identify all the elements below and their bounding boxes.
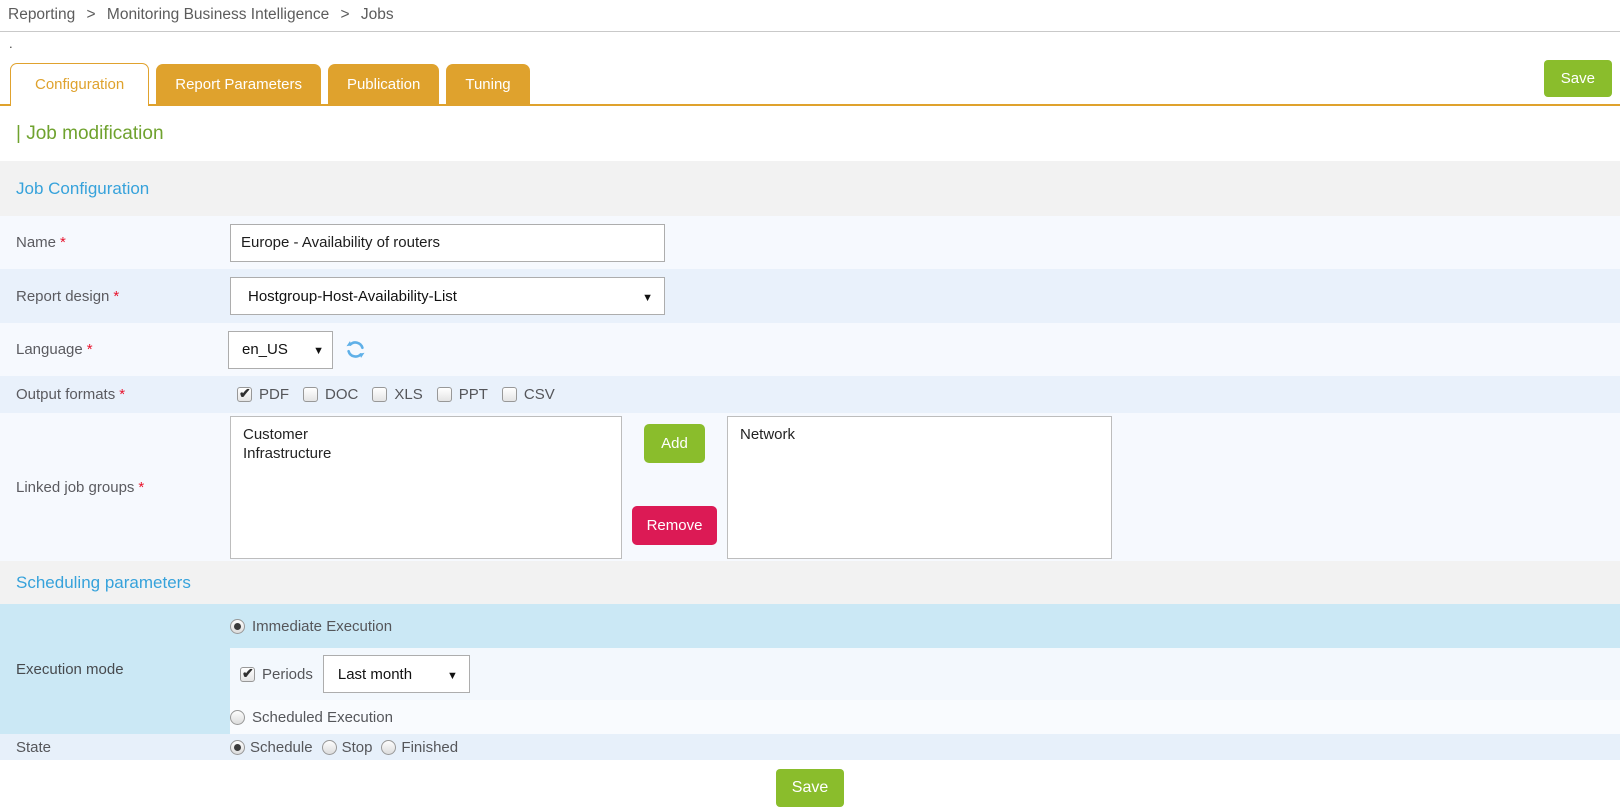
radio-icon[interactable] bbox=[230, 739, 245, 755]
breadcrumb-item-mbi[interactable]: Monitoring Business Intelligence bbox=[106, 6, 330, 23]
periods-option: Periods Last month bbox=[230, 648, 1620, 700]
report-design-selected-value: Hostgroup-Host-Availability-List bbox=[248, 287, 457, 305]
checkbox-icon[interactable] bbox=[372, 387, 388, 402]
radio-scheduled-execution[interactable]: Scheduled Execution bbox=[230, 709, 393, 726]
chevron-down-icon bbox=[313, 341, 332, 358]
linked-job-groups-row: Linked job groups * Customer Infrastructu… bbox=[0, 413, 1620, 561]
breadcrumb-separator: > bbox=[86, 6, 96, 23]
name-label: Name * bbox=[16, 234, 66, 251]
checkbox-doc[interactable]: DOC bbox=[303, 386, 358, 403]
save-button-top[interactable]: Save bbox=[1543, 60, 1612, 97]
radio-stop[interactable]: Stop bbox=[321, 739, 372, 756]
checkbox-pdf[interactable]: PDF bbox=[237, 385, 289, 403]
state-options: Schedule Stop Finished bbox=[230, 739, 458, 756]
breadcrumb-item-reporting[interactable]: Reporting bbox=[8, 6, 76, 23]
breadcrumb-item-jobs[interactable]: Jobs bbox=[360, 6, 394, 23]
tab-publication[interactable]: Publication bbox=[327, 64, 440, 104]
list-item[interactable]: Network bbox=[740, 425, 796, 443]
execution-mode-row: Execution mode Immediate Execution Perio… bbox=[0, 604, 1620, 734]
checkbox-periods[interactable]: Periods bbox=[240, 665, 313, 683]
immediate-execution-option: Immediate Execution bbox=[230, 604, 1620, 648]
list-item[interactable]: Infrastructure bbox=[243, 444, 332, 462]
report-design-row: Report design * Hostgroup-Host-Availabili… bbox=[0, 269, 1620, 323]
stray-dot: . bbox=[9, 36, 13, 51]
tab-report-parameters[interactable]: Report Parameters bbox=[156, 64, 321, 104]
save-button-bottom[interactable]: Save bbox=[775, 769, 845, 807]
radio-icon[interactable] bbox=[321, 739, 337, 755]
state-label: State bbox=[16, 738, 52, 756]
available-groups-listbox[interactable]: Customer Infrastructure bbox=[230, 415, 622, 559]
language-label: Language * bbox=[16, 341, 93, 358]
language-select[interactable]: en_US bbox=[228, 330, 333, 369]
remove-button[interactable]: Remove bbox=[631, 505, 718, 545]
checkbox-csv[interactable]: CSV bbox=[501, 386, 555, 403]
radio-immediate-execution[interactable]: Immediate Execution bbox=[230, 618, 392, 635]
tab-tuning[interactable]: Tuning bbox=[446, 64, 530, 104]
report-design-label: Report design * bbox=[16, 287, 120, 305]
required-asterisk: * bbox=[119, 386, 126, 403]
language-selected-value: en_US bbox=[242, 341, 288, 358]
refresh-icon bbox=[346, 341, 365, 358]
checkbox-xls[interactable]: XLS bbox=[372, 386, 423, 403]
radio-icon[interactable] bbox=[381, 739, 397, 755]
section-header-job-configuration: Job Configuration bbox=[0, 161, 1620, 216]
add-button[interactable]: Add bbox=[644, 423, 705, 463]
section-header-scheduling: Scheduling parameters bbox=[0, 561, 1620, 604]
linked-job-groups-label: Linked job groups * bbox=[16, 478, 145, 496]
page-title: | Job modification bbox=[16, 122, 164, 144]
checkbox-icon[interactable] bbox=[240, 665, 255, 682]
footer: Save bbox=[0, 760, 1620, 807]
list-item[interactable]: Customer bbox=[243, 425, 309, 443]
listbox-buttons: Add Remove bbox=[622, 416, 727, 559]
output-formats-row: Output formats* PDF DOC XLS PPT CSV bbox=[0, 376, 1620, 413]
tab-bar: Configuration Report Parameters Publicat… bbox=[0, 54, 1620, 106]
refresh-languages-button[interactable] bbox=[344, 338, 367, 361]
radio-icon[interactable] bbox=[230, 709, 245, 725]
checkbox-icon[interactable] bbox=[436, 387, 452, 402]
required-asterisk: * bbox=[60, 234, 66, 251]
radio-schedule[interactable]: Schedule bbox=[230, 739, 313, 756]
language-row: Language * en_US bbox=[0, 323, 1620, 376]
output-format-options: PDF DOC XLS PPT CSV bbox=[230, 385, 555, 403]
selected-groups-listbox[interactable]: Network bbox=[727, 415, 1112, 559]
name-input[interactable] bbox=[230, 223, 665, 262]
scheduled-execution-option: Scheduled Execution bbox=[230, 700, 1620, 734]
state-row: State Schedule Stop Finished bbox=[0, 734, 1620, 760]
checkbox-ppt[interactable]: PPT bbox=[436, 386, 488, 403]
periods-select[interactable]: Last month bbox=[322, 655, 470, 693]
radio-icon[interactable] bbox=[230, 618, 245, 634]
chevron-down-icon bbox=[642, 288, 664, 305]
breadcrumb: Reporting > Monitoring Business Intellig… bbox=[0, 0, 1620, 32]
required-asterisk: * bbox=[113, 287, 120, 305]
execution-mode-label: Execution mode bbox=[0, 604, 230, 734]
checkbox-icon[interactable] bbox=[501, 387, 517, 402]
checkbox-icon[interactable] bbox=[303, 387, 318, 402]
report-design-select[interactable]: Hostgroup-Host-Availability-List bbox=[230, 277, 665, 315]
breadcrumb-separator: > bbox=[340, 6, 350, 23]
tab-configuration[interactable]: Configuration bbox=[10, 63, 150, 106]
periods-selected-value: Last month bbox=[337, 665, 413, 683]
required-asterisk: * bbox=[138, 478, 145, 496]
output-formats-label: Output formats * bbox=[16, 386, 126, 403]
radio-finished[interactable]: Finished bbox=[381, 739, 458, 756]
required-asterisk: * bbox=[86, 341, 93, 358]
name-row: Name * bbox=[0, 216, 1620, 269]
checkbox-icon[interactable] bbox=[237, 385, 252, 402]
chevron-down-icon bbox=[447, 666, 469, 683]
